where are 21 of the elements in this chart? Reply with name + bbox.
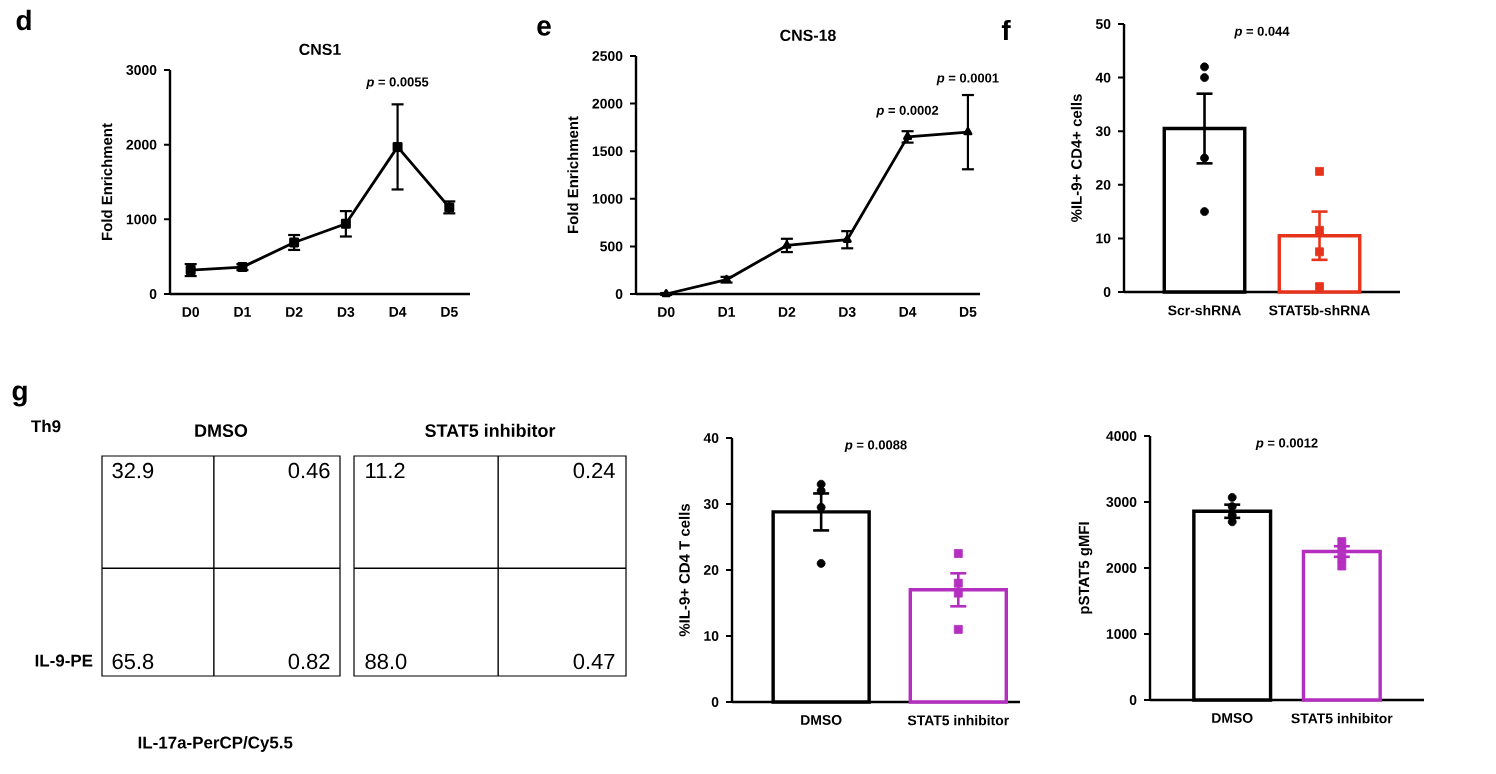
text: g <box>12 385 27 407</box>
text: 88.0 <box>365 653 407 670</box>
text: e <box>537 20 551 36</box>
text: d <box>16 9 31 31</box>
point <box>340 218 351 229</box>
text: 0.46 <box>288 462 330 479</box>
text: 0.82 <box>288 653 330 670</box>
text: Th9 <box>31 419 61 433</box>
point <box>963 127 973 136</box>
point <box>289 237 300 248</box>
text: 65.8 <box>112 653 154 670</box>
text: 0.47 <box>573 653 615 670</box>
point <box>392 141 403 152</box>
text: 11.2 <box>366 462 405 479</box>
text: IL-9-PE <box>35 654 93 667</box>
text: 32.9 <box>112 462 154 479</box>
text: STAT5 inhibitor <box>425 423 556 437</box>
text: IL-17a-PerCP/Cy5.5 <box>138 736 293 752</box>
text: 0.24 <box>573 462 615 479</box>
text: f <box>1001 19 1011 41</box>
text: DMSO <box>195 424 248 437</box>
